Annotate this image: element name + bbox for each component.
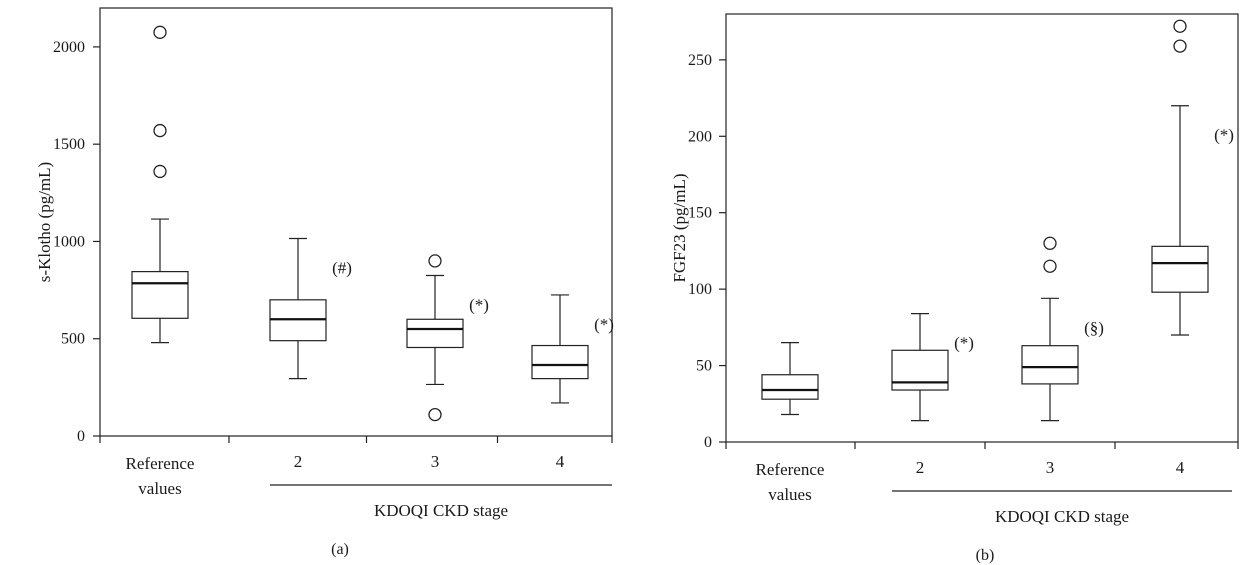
- significance-annotation: (#): [332, 259, 352, 278]
- y-tick-label: 100: [688, 281, 712, 298]
- y-tick-label: 250: [688, 52, 712, 69]
- y-tick-label: 500: [61, 331, 85, 348]
- iqr-box: [131, 271, 189, 319]
- significance-annotation: (*): [1214, 126, 1234, 145]
- y-axis-label: FGF23 (pg/mL): [670, 173, 689, 282]
- box-4: (*): [1151, 19, 1234, 336]
- outlier-point: [428, 407, 442, 422]
- iqr-box: [1021, 345, 1079, 385]
- significance-annotation: (*): [594, 315, 614, 334]
- panel-label: (a): [331, 541, 349, 558]
- box-3: (§): [1021, 236, 1104, 422]
- x-tick-label: 4: [1176, 458, 1185, 477]
- outlier-point: [1043, 259, 1057, 273]
- box-2: (#): [269, 237, 352, 380]
- x-tick-label: Reference values: [756, 460, 825, 504]
- plot-frame: [725, 13, 1239, 443]
- outlier-point: [1173, 19, 1187, 33]
- x-tick-label: 2: [916, 458, 925, 477]
- significance-annotation: (*): [954, 334, 974, 353]
- panel-a-chart: 0 500 1000 1500 2000 s-Klotho (pg/mL) Referenc…: [35, 7, 614, 558]
- outlier-point: [1173, 39, 1187, 53]
- x-tick-label: Reference values: [126, 454, 195, 498]
- y-axis-label: s-Klotho (pg/mL): [35, 162, 54, 282]
- x-tick-label-line: Reference: [756, 460, 825, 479]
- iqr-box: [891, 349, 949, 391]
- panel-label: (b): [976, 547, 995, 564]
- group-label: KDOQI CKD stage: [995, 507, 1129, 526]
- box-3: (*): [406, 254, 489, 422]
- outlier-point: [153, 164, 167, 179]
- outlier-point: [153, 25, 167, 39]
- x-tick-label-line: values: [768, 485, 811, 504]
- box-1: [131, 25, 189, 344]
- y-tick-label: 1500: [53, 136, 85, 153]
- significance-annotation: (*): [469, 296, 489, 315]
- x-tick-label-line: Reference: [126, 454, 195, 473]
- y-tick-label: 2000: [53, 39, 85, 56]
- iqr-box: [761, 374, 819, 400]
- y-tick-label: 0: [77, 428, 85, 445]
- y-tick-label: 50: [696, 358, 712, 375]
- y-tick-label: 0: [704, 434, 712, 451]
- box-1: [761, 342, 819, 416]
- outlier-point: [153, 123, 167, 138]
- x-tick-label: 4: [556, 452, 565, 471]
- y-tick-label: 1000: [53, 233, 85, 250]
- significance-annotation: (§): [1084, 318, 1104, 337]
- group-label: KDOQI CKD stage: [374, 501, 508, 520]
- outlier-point: [428, 254, 442, 268]
- y-tick-label: 150: [688, 205, 712, 222]
- box-2: (*): [891, 313, 974, 422]
- x-tick-label-line: values: [138, 479, 181, 498]
- box-4: (*): [531, 294, 614, 404]
- x-tick-label: 2: [294, 452, 303, 471]
- x-tick-label: 3: [431, 452, 440, 471]
- iqr-box: [406, 318, 464, 349]
- x-tick-label: 3: [1046, 458, 1055, 477]
- iqr-box: [531, 344, 589, 380]
- panel-b-chart: 0 50 100 150 200 250 FGF23 (pg/mL) Reference val…: [670, 13, 1239, 564]
- y-tick-label: 200: [688, 128, 712, 145]
- outlier-point: [1043, 236, 1057, 250]
- plot-frame: [99, 7, 613, 437]
- iqr-box: [1151, 245, 1209, 293]
